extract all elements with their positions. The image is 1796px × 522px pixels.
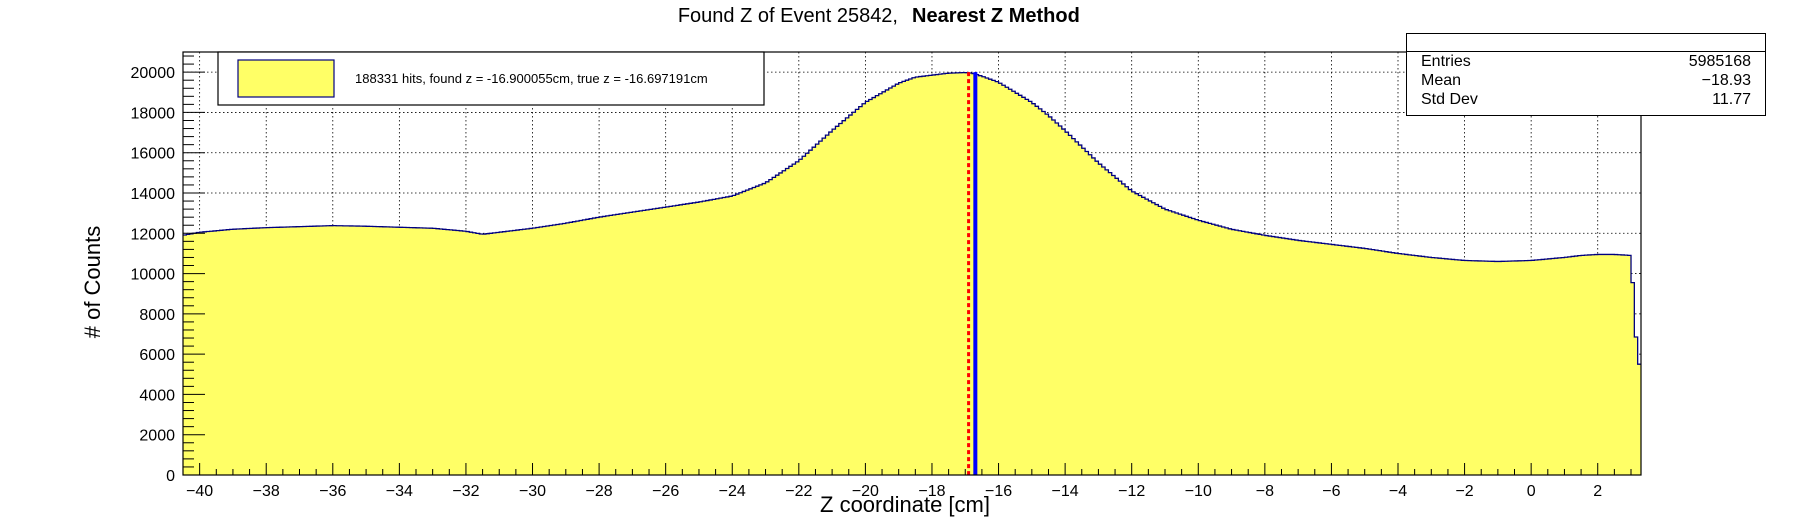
x-tick-label: −2 [1455, 483, 1473, 500]
x-tick-label: −38 [253, 483, 280, 500]
y-axis-ticks: 0 2000 4000 6000 8000 10000 12000 14000 16000 180… [131, 55, 205, 485]
x-tick-label: −30 [519, 483, 546, 500]
x-axis-label: Z coordinate [cm] [820, 492, 990, 517]
y-tick-label: 16000 [131, 146, 176, 163]
histogram-series [183, 71, 1641, 476]
z-marker-lines [967, 72, 978, 475]
y-tick-label: 18000 [131, 105, 176, 122]
y-tick-label: 14000 [131, 186, 176, 203]
stats-stddev-value: 11.77 [1712, 91, 1751, 108]
x-tick-label: −8 [1256, 483, 1274, 500]
stats-row-entries: Entries 5985168 [1407, 52, 1765, 71]
y-tick-label: 10000 [131, 267, 176, 284]
x-tick-label: −24 [719, 483, 746, 500]
x-tick-label: −20 [852, 483, 879, 500]
stats-row-stddev: Std Dev 11.77 [1407, 90, 1765, 109]
stats-stddev-label: Std Dev [1421, 91, 1478, 108]
x-tick-label: −4 [1389, 483, 1407, 500]
x-tick-label: −26 [652, 483, 679, 500]
stats-entries-label: Entries [1421, 53, 1471, 70]
legend: 188331 hits, found z = -16.900055cm, tru… [217, 51, 765, 106]
histogram-outline [183, 71, 1641, 365]
y-tick-label: 8000 [139, 307, 175, 324]
x-tick-label: −40 [186, 483, 213, 500]
x-tick-label: 2 [1593, 483, 1602, 500]
x-tick-label: −6 [1322, 483, 1340, 500]
stats-entries-value: 5985168 [1688, 53, 1751, 70]
y-tick-label: 0 [166, 468, 175, 485]
x-tick-label: −10 [1185, 483, 1212, 500]
histogram-fill [183, 72, 1641, 476]
axes [182, 51, 1642, 476]
stats-row-mean: Mean −18.93 [1407, 71, 1765, 90]
legend-swatch [237, 59, 335, 98]
chart-title-method: Nearest Z Method [912, 5, 1080, 27]
x-tick-label: −34 [386, 483, 413, 500]
x-tick-label: −36 [319, 483, 346, 500]
y-tick-label: 12000 [131, 226, 176, 243]
chart-title-prefix: Found Z of Event 25842, [678, 5, 898, 27]
legend-entry-label: 188331 hits, found z = -16.900055cm, tru… [355, 71, 708, 86]
x-tick-label: −18 [918, 483, 945, 500]
y-tick-label: 6000 [139, 347, 175, 364]
y-tick-label: 4000 [139, 387, 175, 404]
x-tick-label: −22 [785, 483, 812, 500]
x-tick-label: −28 [586, 483, 613, 500]
x-axis-ticks: −40 −38 −36 −34 −32 −30 −28 −26 −24 −22 −20 −18 −16−… [182, 463, 1632, 500]
stats-mean-label: Mean [1421, 72, 1462, 89]
plot-frame [182, 51, 1642, 476]
stats-mean-value: −18.93 [1701, 72, 1751, 89]
x-tick-label: −14 [1052, 483, 1079, 500]
stats-header [1407, 34, 1765, 52]
x-tick-label: 0 [1527, 483, 1536, 500]
y-tick-label: 2000 [139, 428, 175, 445]
y-axis-label: # of Counts [80, 226, 105, 339]
x-tick-label: −32 [452, 483, 479, 500]
x-tick-label: −12 [1118, 483, 1145, 500]
x-tick-label: −16 [985, 483, 1012, 500]
stats-box: Entries 5985168 Mean −18.93 Std Dev 11.7… [1406, 33, 1766, 116]
y-tick-label: 20000 [131, 65, 176, 82]
